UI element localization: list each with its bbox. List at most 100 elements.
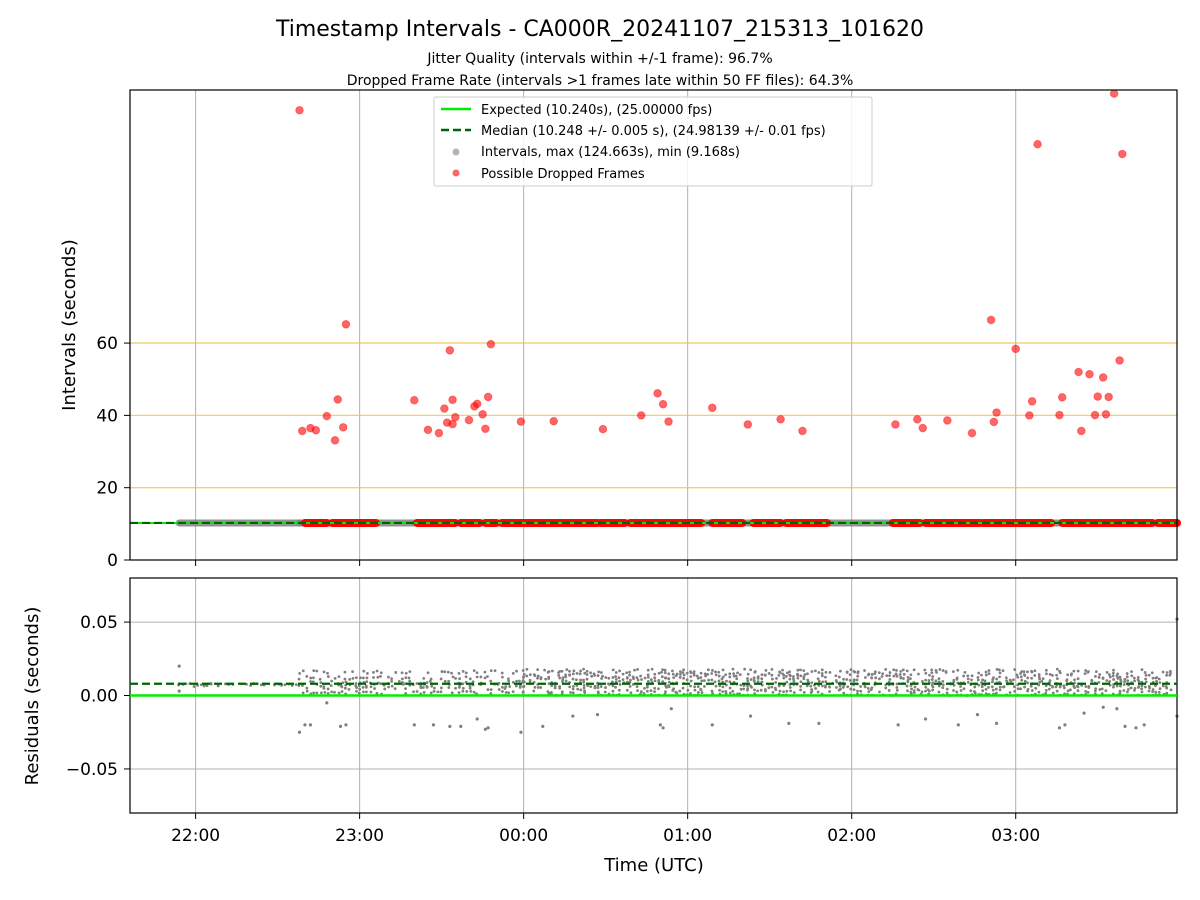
residual-point: [1140, 668, 1144, 672]
residual-point: [461, 682, 465, 686]
residual-outlier-point: [817, 721, 821, 726]
residual-point: [309, 680, 312, 683]
residual-point: [558, 669, 562, 673]
residual-outlier-point: [308, 723, 313, 727]
residual-point: [671, 669, 674, 673]
residual-point: [1054, 685, 1058, 689]
residual-point: [837, 675, 841, 679]
residual-point: [1013, 668, 1017, 671]
residual-point: [1002, 685, 1006, 689]
residual-point: [906, 675, 910, 679]
residual-point: [894, 672, 898, 676]
residual-point: [664, 684, 668, 688]
residual-point: [1116, 672, 1120, 676]
residual-point: [549, 691, 553, 694]
residual-point: [699, 671, 703, 675]
residual-point: [375, 669, 379, 673]
residual-point: [521, 679, 525, 682]
residual-point: [663, 676, 667, 680]
residual-point: [1023, 679, 1027, 683]
residual-point: [777, 674, 781, 677]
residual-point: [1122, 683, 1126, 686]
residual-point: [1040, 679, 1044, 683]
residual-point: [305, 675, 309, 678]
residual-point: [305, 686, 309, 690]
residual-point: [917, 672, 920, 676]
residual-point: [1169, 669, 1172, 673]
residual-point: [645, 689, 649, 693]
residual-point: [707, 678, 711, 682]
residual-point: [617, 688, 621, 692]
residual-point: [1019, 687, 1023, 691]
residual-outlier-point: [475, 717, 479, 721]
residual-point: [1026, 681, 1029, 685]
residual-point: [532, 689, 536, 693]
dropped-frame-point: [743, 420, 753, 429]
residual-point: [571, 684, 575, 688]
residual-point: [1030, 669, 1033, 673]
residual-point: [369, 685, 373, 689]
residual-outlier-point: [177, 689, 181, 693]
residual-point: [785, 689, 789, 693]
residual-point: [518, 684, 522, 687]
dropped-frame-point: [295, 105, 304, 115]
dropped-frame-point: [451, 412, 460, 422]
residual-point: [443, 679, 447, 683]
residual-point: [970, 678, 973, 682]
residual-point: [732, 672, 736, 675]
dropped-frame-point: [333, 395, 343, 404]
residual-point: [614, 677, 618, 681]
residual-point: [664, 690, 667, 694]
dropped-frame-point: [440, 404, 449, 413]
dropped-frame-point: [549, 416, 559, 426]
residual-point: [1112, 668, 1115, 672]
residual-point: [457, 691, 461, 694]
residual-point: [785, 680, 789, 684]
dropped-frame-point: [658, 399, 668, 409]
residual-point: [387, 685, 390, 689]
residual-point: [1023, 685, 1026, 689]
residual-point: [547, 682, 551, 686]
residual-point: [692, 670, 696, 674]
dropped-frame-point: [1098, 373, 1108, 382]
residual-point: [365, 690, 368, 694]
residual-point: [333, 676, 337, 680]
residual-point: [739, 683, 743, 687]
residual-point: [348, 677, 352, 681]
residual-point: [572, 669, 576, 673]
residual-point: [528, 678, 532, 682]
residual-point: [1161, 670, 1165, 674]
residual-point: [863, 669, 866, 672]
residual-point: [1084, 685, 1088, 688]
residual-outlier-point: [459, 724, 463, 728]
residual-point: [749, 678, 753, 681]
residual-point: [728, 691, 732, 695]
residual-point: [1033, 674, 1037, 677]
residual-point: [991, 688, 995, 692]
residual-point: [650, 667, 654, 671]
residual-point: [525, 667, 529, 671]
residual-point: [1164, 685, 1168, 688]
residual-point: [1132, 676, 1136, 680]
residual-point: [841, 685, 845, 689]
residual-outlier-point: [748, 714, 753, 718]
residual-outlier-point: [303, 723, 307, 727]
residual-point: [924, 689, 928, 693]
residual-point: [707, 668, 710, 672]
residual-point: [778, 689, 782, 693]
residual-point: [1118, 689, 1122, 693]
residual-point: [1105, 679, 1109, 682]
residual-point: [404, 692, 408, 695]
residual-point: [653, 672, 657, 676]
residual-point: [984, 670, 988, 674]
residual-point: [323, 691, 327, 694]
residual-point: [821, 680, 825, 684]
residual-point: [283, 683, 287, 687]
dropped-frame-point: [297, 426, 307, 436]
residual-point: [347, 687, 351, 691]
residual-point: [1140, 690, 1144, 694]
residual-point: [1026, 688, 1030, 691]
residual-point: [1105, 670, 1109, 674]
dropped-frame-point: [483, 392, 493, 402]
residual-point: [756, 689, 759, 693]
